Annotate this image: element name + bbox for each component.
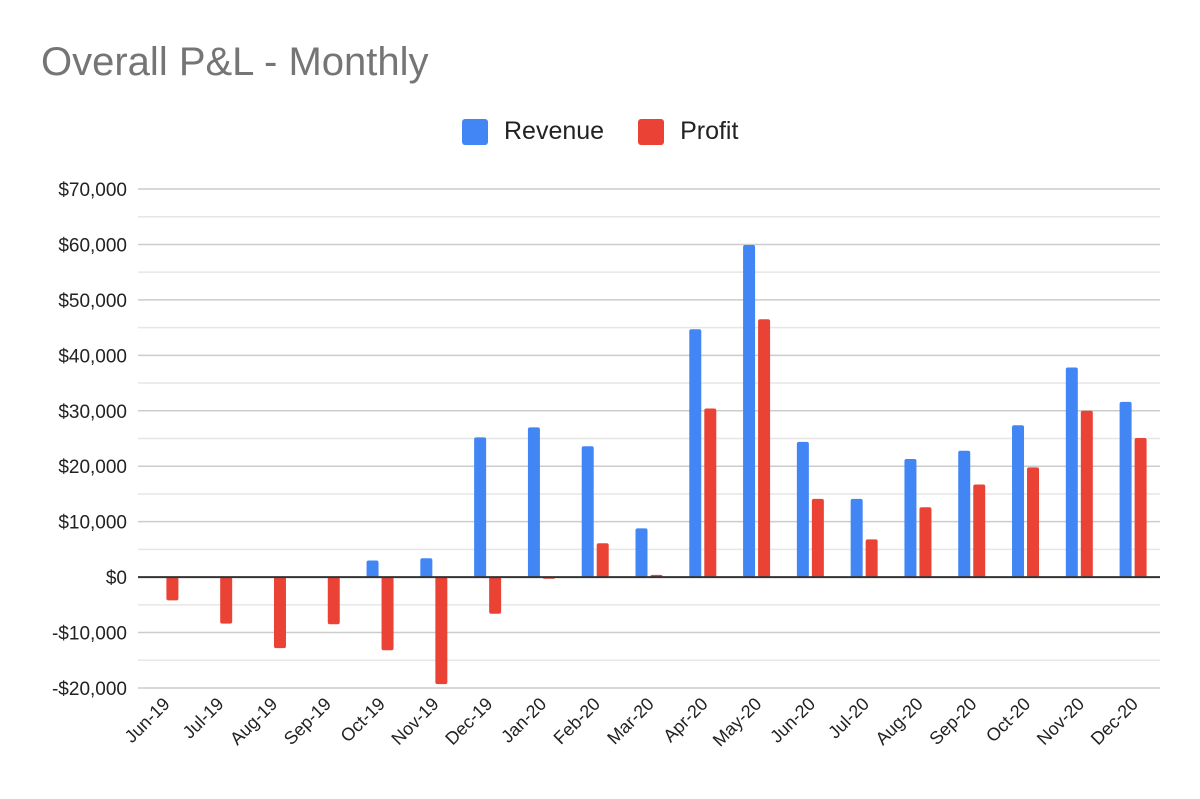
chart-title: Overall P&L - Monthly	[41, 40, 429, 84]
bar-profit-aug-19	[273, 577, 286, 649]
x-tick-label: May-20	[709, 694, 766, 751]
bar-profit-nov-20	[1080, 410, 1093, 578]
x-tick-label: Aug-20	[872, 694, 927, 749]
x-tick-label: Aug-19	[226, 694, 281, 749]
bar-revenue-aug-20	[904, 459, 917, 578]
bar-revenue-may-20	[743, 244, 756, 578]
x-tick-label: Oct-19	[337, 694, 389, 746]
bar-profit-may-20	[758, 319, 771, 578]
x-tick-label: Feb-20	[550, 694, 604, 748]
y-tick-label: $30,000	[58, 402, 127, 423]
bar-profit-oct-20	[1027, 467, 1040, 578]
y-tick-label: -$10,000	[52, 624, 127, 645]
bar-profit-jun-19	[166, 577, 179, 601]
bar-profit-jun-20	[811, 498, 824, 578]
x-tick-label: Sep-20	[925, 694, 980, 749]
bar-profit-feb-20	[596, 543, 609, 578]
bar-profit-oct-19	[381, 577, 394, 651]
bar-revenue-jun-20	[796, 441, 809, 578]
bar-profit-jul-20	[865, 539, 878, 578]
x-tick-label: Jun-20	[766, 694, 819, 747]
x-tick-label: Dec-19	[441, 694, 496, 749]
x-tick-label: Jul-20	[824, 694, 873, 743]
y-tick-label: -$20,000	[52, 679, 127, 700]
bar-revenue-nov-19	[420, 558, 433, 578]
y-tick-label: $50,000	[58, 291, 127, 312]
bar-revenue-jan-20	[527, 427, 540, 578]
chart-legend: Revenue Profit	[462, 117, 772, 146]
bar-revenue-dec-19	[474, 437, 487, 578]
bar-profit-sep-20	[973, 484, 986, 578]
x-tick-label: Mar-20	[603, 694, 657, 748]
x-tick-label: Dec-20	[1087, 694, 1142, 749]
x-tick-label: Sep-19	[280, 694, 335, 749]
bar-revenue-sep-20	[958, 450, 971, 578]
bar-revenue-feb-20	[581, 446, 594, 578]
legend-swatch-revenue	[462, 118, 488, 145]
bar-profit-dec-20	[1134, 437, 1147, 578]
legend-label-revenue: Revenue	[504, 117, 605, 145]
x-tick-label: Oct-20	[982, 694, 1034, 746]
bar-profit-nov-19	[435, 577, 448, 685]
bar-revenue-dec-20	[1119, 401, 1132, 578]
bar-profit-dec-19	[489, 577, 502, 614]
bar-revenue-jul-20	[850, 498, 863, 578]
y-tick-label: $60,000	[58, 235, 127, 256]
bar-revenue-oct-20	[1012, 425, 1025, 578]
legend-swatch-profit	[638, 118, 665, 145]
bar-profit-sep-19	[327, 577, 340, 625]
x-tick-label: Nov-19	[387, 694, 442, 749]
bar-revenue-apr-20	[689, 329, 702, 578]
y-tick-label: $40,000	[58, 346, 127, 367]
x-tick-label: Nov-20	[1033, 694, 1088, 749]
y-tick-label: $0	[106, 568, 127, 589]
y-tick-label: $70,000	[58, 180, 127, 201]
bar-profit-apr-20	[704, 408, 717, 578]
y-tick-label: $10,000	[58, 513, 127, 534]
legend-item-profit: Profit	[638, 117, 738, 146]
legend-label-profit: Profit	[680, 117, 739, 145]
x-tick-label: Jan-20	[497, 694, 550, 747]
legend-item-revenue: Revenue	[462, 117, 604, 146]
bar-revenue-nov-20	[1065, 367, 1078, 578]
bar-revenue-oct-19	[366, 560, 379, 578]
x-tick-label: Jun-19	[121, 694, 174, 747]
bar-profit-aug-20	[919, 507, 932, 578]
bar-profit-jul-19	[220, 577, 233, 624]
y-tick-label: $20,000	[58, 457, 127, 478]
x-tick-label: Apr-20	[659, 694, 711, 746]
x-tick-label: Jul-19	[179, 694, 228, 743]
bar-revenue-mar-20	[635, 528, 648, 578]
